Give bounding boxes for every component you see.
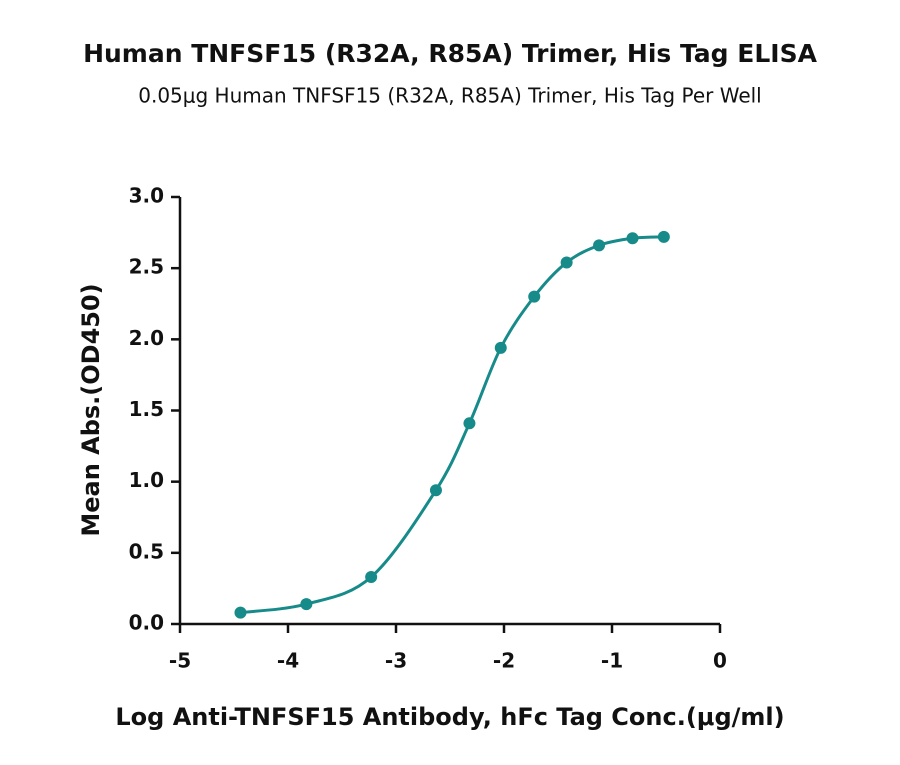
data-point xyxy=(560,256,573,269)
y-tick-label: 0.0 xyxy=(129,611,164,635)
x-tick-label: -3 xyxy=(385,649,407,673)
data-point xyxy=(463,417,476,430)
data-point xyxy=(528,290,541,303)
x-tick-label: -5 xyxy=(169,649,191,673)
x-axis-label: Log Anti-TNFSF15 Antibody, hFc Tag Conc.… xyxy=(115,703,784,731)
data-point xyxy=(657,230,670,243)
data-point xyxy=(626,232,639,245)
chart-title: Human TNFSF15 (R32A, R85A) Trimer, His T… xyxy=(83,39,818,68)
x-tick-label: -2 xyxy=(493,649,515,673)
y-tick-label: 2.5 xyxy=(129,255,164,279)
x-tick-label: -4 xyxy=(277,649,299,673)
chart-subtitle: 0.05μg Human TNFSF15 (R32A, R85A) Trimer… xyxy=(138,84,762,108)
x-tick-label: 0 xyxy=(713,649,727,673)
data-point xyxy=(494,341,507,354)
y-tick-label: 3.0 xyxy=(129,184,164,208)
data-point xyxy=(593,239,606,252)
data-point xyxy=(234,606,247,619)
data-point xyxy=(300,598,313,611)
data-point xyxy=(429,484,442,497)
y-tick-label: 2.0 xyxy=(129,326,164,350)
x-tick-label: -1 xyxy=(601,649,623,673)
y-tick-label: 1.0 xyxy=(129,468,164,492)
data-point xyxy=(365,571,378,584)
series-line xyxy=(240,235,664,615)
y-tick-label: 1.5 xyxy=(129,397,164,421)
y-axis-label: Mean Abs.(OD450) xyxy=(77,283,105,536)
y-tick-label: 0.5 xyxy=(129,539,164,563)
